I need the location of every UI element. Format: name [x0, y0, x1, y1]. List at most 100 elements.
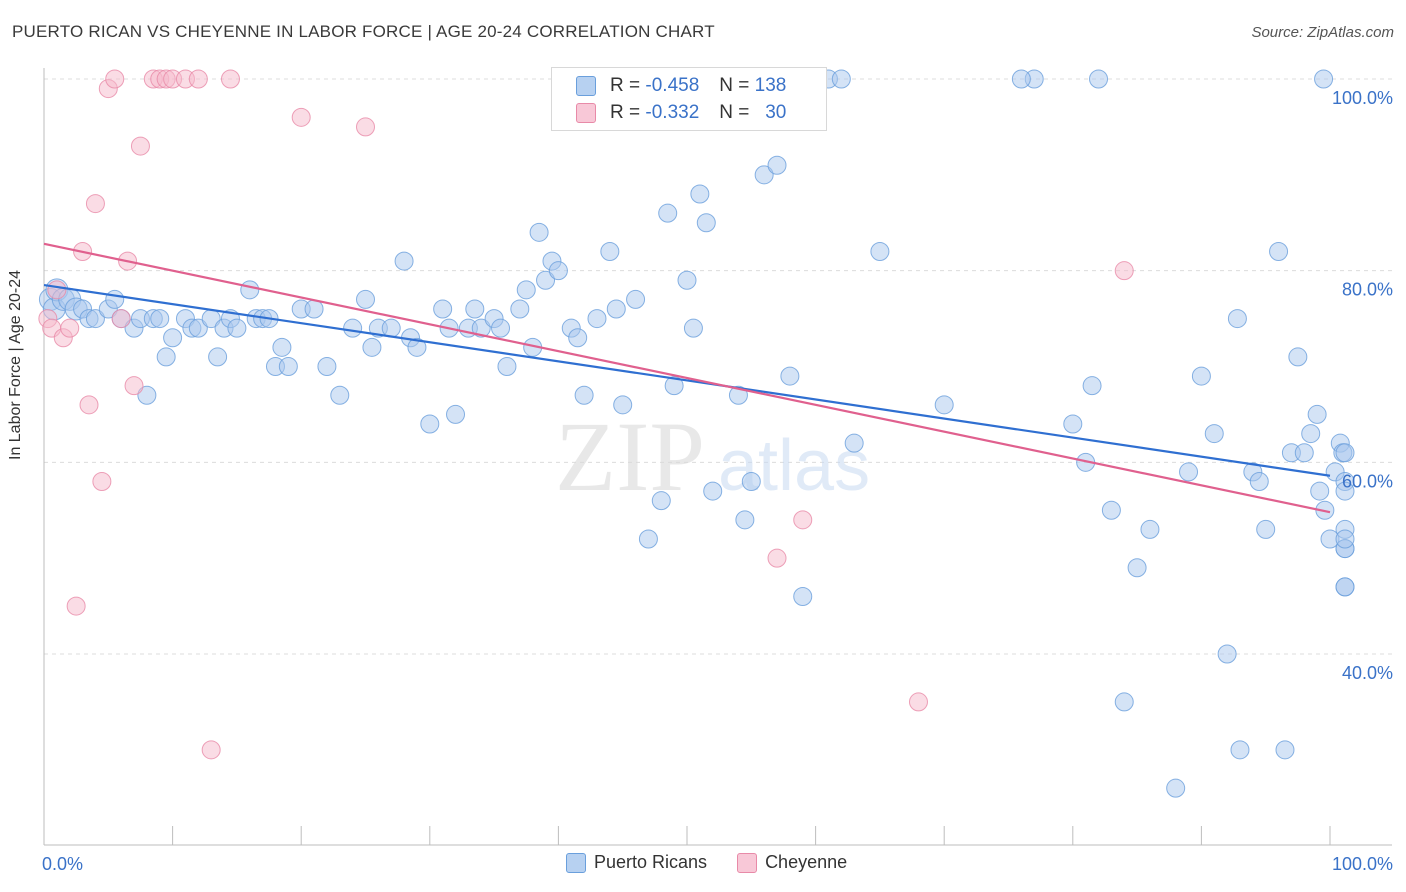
puerto-ricans-point-111	[1256, 519, 1276, 539]
legend-r-value-puerto-ricans: -0.458	[645, 75, 700, 96]
puerto-ricans-point-99	[1101, 500, 1121, 520]
puerto-ricans-point-103	[1166, 778, 1186, 798]
cheyenne-point-14	[124, 376, 144, 396]
puerto-ricans-point-40	[362, 337, 382, 357]
puerto-ricans-point-64	[568, 328, 588, 348]
y-tick-label-1: 80.0%	[1342, 280, 1393, 300]
puerto-ricans-point-112	[1269, 242, 1289, 261]
cheyenne-point-7	[79, 395, 99, 415]
legend-n-label: N =	[719, 102, 750, 123]
puerto-ricans-point-60	[536, 270, 556, 290]
puerto-ricans-point-82	[735, 510, 755, 530]
puerto-ricans-point-56	[510, 299, 530, 319]
puerto-ricans-point-101	[1127, 558, 1147, 578]
source-label: Source: ZipAtlas.com	[1251, 24, 1394, 41]
puerto-ricans-point-107	[1217, 644, 1237, 664]
puerto-ricans-point-54	[491, 318, 511, 338]
legend-swatch-puerto-ricans	[576, 76, 596, 96]
puerto-ricans-point-105	[1191, 366, 1211, 386]
puerto-ricans-point-83	[741, 472, 761, 491]
y-tick-label-3: 40.0%	[1342, 663, 1393, 683]
legend-swatch-cheyenne	[576, 103, 596, 123]
puerto-ricans-point-8	[85, 309, 105, 329]
puerto-ricans-point-116	[1294, 443, 1314, 463]
stats-legend: R = -0.458 N = 138 R = -0.332 N = 30	[551, 67, 827, 131]
puerto-ricans-point-23	[208, 347, 228, 367]
axes	[43, 68, 1392, 846]
puerto-ricans-point-104	[1179, 462, 1199, 482]
puerto-ricans-point-78	[696, 213, 716, 233]
puerto-ricans-point-27	[240, 280, 260, 300]
legend-row-puerto-ricans: R = -0.458 N = 138	[576, 74, 786, 98]
series-swatch-puerto-ricans	[566, 852, 586, 873]
puerto-ricans-point-45	[407, 337, 427, 357]
puerto-ricans-point-47	[433, 299, 453, 319]
puerto-ricans-point-74	[664, 376, 684, 396]
legend-n-value-puerto-ricans: 138	[754, 75, 787, 96]
puerto-ricans-point-87	[780, 366, 800, 386]
puerto-ricans-point-66	[587, 309, 607, 329]
cheyenne-point-21	[188, 69, 208, 89]
puerto-ricans-point-118	[1307, 404, 1327, 424]
puerto-ricans-point-70	[626, 289, 646, 309]
puerto-ricans-point-110	[1249, 472, 1269, 491]
puerto-ricans-point-62	[548, 261, 568, 281]
series-swatch-cheyenne	[737, 852, 758, 873]
puerto-ricans-point-14	[137, 385, 157, 405]
cheyenne-point-9	[92, 472, 112, 491]
puerto-ricans-point-33	[278, 357, 298, 376]
puerto-ricans-point-88	[793, 587, 813, 606]
puerto-ricans-point-106	[1204, 424, 1224, 444]
puerto-ricans-point-37	[330, 385, 350, 405]
puerto-ricans-point-55	[497, 357, 517, 376]
puerto-ricans-point-84	[754, 165, 774, 185]
gridlines	[44, 78, 1392, 655]
puerto-ricans-point-38	[343, 318, 363, 338]
chart-title: PUERTO RICAN VS CHEYENNE IN LABOR FORCE …	[12, 22, 715, 41]
legend-row-cheyenne: R = -0.332 N = 30	[576, 101, 786, 125]
legend-r-label: R =	[610, 75, 641, 96]
puerto-ricans-trend-line	[43, 283, 1331, 477]
cheyenne-point-22	[201, 740, 221, 760]
puerto-ricans-point-117	[1301, 424, 1321, 444]
puerto-ricans-point-136	[1011, 69, 1031, 89]
puerto-ricans-point-137	[844, 433, 864, 453]
puerto-ricans-point-91	[831, 69, 851, 89]
legend-r-label: R =	[610, 102, 641, 123]
watermark-zip: ZIP	[555, 401, 705, 512]
puerto-ricans-point-69	[613, 395, 633, 415]
watermark-atlas: atlas	[718, 426, 870, 506]
puerto-ricans-point-65	[574, 385, 594, 405]
puerto-ricans-point-75	[677, 270, 697, 290]
puerto-ricans-point-18	[163, 328, 183, 348]
puerto-ricans-point-67	[600, 242, 620, 261]
puerto-ricans-point-120	[1310, 481, 1330, 501]
tick-labels: 100.0% 80.0% 60.0% 40.0% 0.0% 100.0%	[42, 88, 1393, 874]
x-tick-label-0: 0.0%	[42, 854, 83, 874]
puerto-ricans-point-57	[516, 280, 536, 300]
puerto-ricans-point-131	[1335, 577, 1355, 597]
cheyenne-point-5	[66, 596, 86, 616]
puerto-ricans-point-79	[703, 481, 723, 501]
puerto-ricans-point-102	[1140, 519, 1160, 539]
puerto-ricans-point-127	[1335, 481, 1355, 501]
puerto-ricans-point-71	[638, 529, 658, 549]
puerto-ricans-point-17	[156, 347, 176, 367]
puerto-ricans-point-133	[1335, 529, 1355, 549]
cheyenne-point-12	[111, 309, 131, 329]
puerto-ricans-point-134	[1335, 443, 1355, 463]
cheyenne-point-26	[767, 548, 787, 568]
puerto-ricans-point-39	[356, 289, 375, 309]
cheyenne-point-15	[130, 136, 150, 156]
cheyenne-point-28	[908, 692, 928, 712]
y-tick-label-0: 100.0%	[1332, 88, 1393, 108]
puerto-ricans-point-113	[1275, 740, 1295, 760]
cheyenne-point-2	[47, 280, 67, 300]
puerto-ricans-point-72	[651, 491, 671, 511]
puerto-ricans-point-68	[606, 299, 626, 319]
series-name-puerto-ricans: Puerto Ricans	[594, 852, 708, 872]
puerto-ricans-point-95	[1063, 414, 1083, 434]
puerto-ricans-point-35	[304, 299, 324, 319]
series-legend: Puerto Ricans Cheyenne	[566, 852, 877, 873]
puerto-ricans-point-43	[394, 251, 414, 271]
